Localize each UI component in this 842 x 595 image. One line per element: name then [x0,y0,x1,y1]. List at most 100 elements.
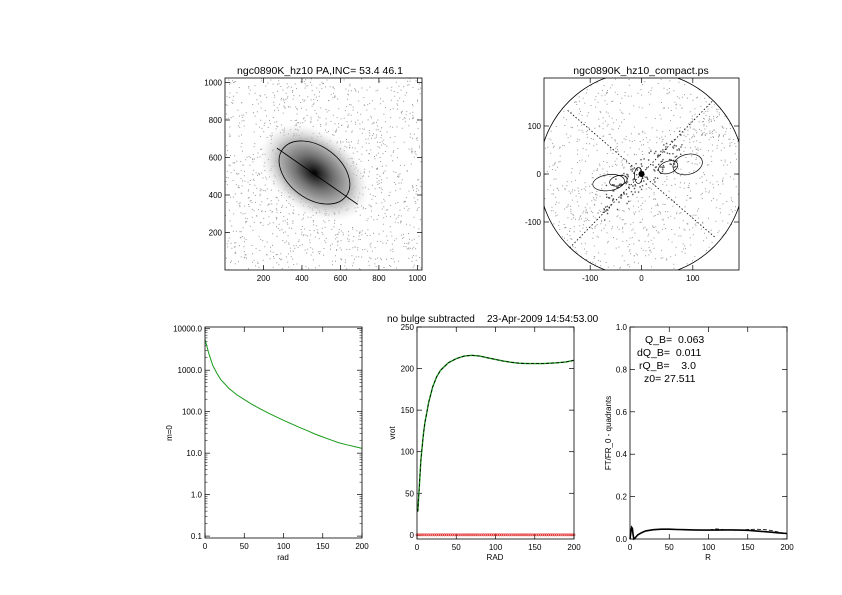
baseline-marker [570,533,574,537]
status-label: no bulge subtracted [387,314,475,325]
y-tick-label: 400 [209,191,223,200]
vrot-baseline-markers [415,533,576,537]
contour [609,175,628,187]
y-tick-label: 0 [410,531,415,540]
baseline-marker [549,533,552,537]
x-tick-label: 0 [203,542,208,551]
contour [672,153,703,176]
x-tick-label: 50 [240,542,249,551]
x-tick-label: 200 [257,274,271,283]
baseline-marker [452,533,456,537]
baseline-marker [543,533,547,537]
x-tick-label: 200 [780,543,794,552]
mode-xlabel: rad [277,553,289,562]
contour [658,160,679,175]
mode-ylabel: m=0 [165,425,174,441]
y-tick-label: 1000.0 [178,366,203,375]
x-tick-label: 100 [702,543,716,552]
y-tick-label: 200 [401,365,415,374]
baseline-marker [443,533,446,537]
compact-panel: ngc0890K_hz10_compact.ps -100 0 100 -100 0 10… [525,65,740,283]
y-tick-label: 0.0 [616,535,628,544]
baseline-marker [525,533,529,537]
baseline-marker [480,533,484,537]
image-ticks: 200 400 600 800 1000 200 400 600 800 1000 [204,78,427,283]
dotted-axis-major [567,110,716,238]
baseline-marker [478,533,482,537]
baseline-marker [429,533,433,537]
x-tick-label: 50 [665,543,674,552]
baseline-marker [521,533,525,537]
baseline-marker [554,533,558,537]
x-tick-label: 400 [295,274,309,283]
baseline-marker [444,533,448,537]
ftfr-ticks: 0 50 100 150 200 0.0 0.2 0.4 0.6 0.8 1.0 [616,323,794,552]
contour [592,174,625,192]
baseline-marker [492,533,495,537]
baseline-marker [472,533,476,537]
y-tick-label: 250 [401,323,415,332]
ftfr-annotation-dq: dQ_B= 0.011 [637,347,701,359]
ftfr-annotation-z0: z0= 27.511 [644,373,696,385]
x-tick-label: -100 [582,274,599,283]
vrot-frame [416,326,575,540]
baseline-marker [564,533,568,537]
y-tick-label: 0.8 [616,365,628,374]
baseline-marker [519,533,523,537]
y-tick-label: 0 [537,170,542,179]
baseline-marker [421,533,425,537]
major-axis-line [276,147,358,205]
x-tick-label: 150 [741,543,755,552]
baseline-marker [419,533,423,537]
image-title: ngc0890K_hz10 PA,INC= 53.4 46.1 [237,65,403,77]
mode-ticks: 0 50 100 150 200 0.1 1.0 10.0 100.0 1000.0 10000.0 [173,325,369,551]
x-tick-label: 200 [567,543,581,552]
baseline-marker [515,533,519,537]
baseline-marker [458,533,462,537]
baseline-marker [531,533,535,537]
baseline-marker [552,533,556,537]
vrot-panel: 0 50 100 150 200 0 50 100 150 200 250 RAD vrot [388,323,581,562]
baseline-marker [466,533,470,537]
x-tick-label: 100 [489,543,503,552]
baseline-marker [566,533,570,537]
baseline-marker [537,533,541,537]
vrot-ticks: 0 50 100 150 200 0 50 100 150 200 250 [401,323,582,552]
x-tick-label: 150 [528,543,542,552]
baseline-marker [450,533,454,537]
baseline-marker [423,533,427,537]
baseline-marker [468,533,472,537]
baseline-marker [474,533,478,537]
baseline-marker [484,533,488,537]
y-tick-label: 100 [401,448,415,457]
vrot-line-green [417,354,575,512]
baseline-marker [556,533,560,537]
y-tick-label: 10.0 [186,449,202,458]
baseline-marker [427,533,431,537]
compact-title: ngc0890K_hz10_compact.ps [573,65,708,77]
y-tick-label: 0.1 [191,532,203,541]
y-tick-label: 0.6 [616,408,628,417]
ftfr-panel: 0 50 100 150 200 0.0 0.2 0.4 0.6 0.8 1.0 Q_B= 0.06… [604,323,794,562]
baseline-marker [503,533,507,537]
y-tick-label: -100 [525,218,542,227]
baseline-marker [527,533,531,537]
baseline-marker [462,533,466,537]
ftfr-annotation-q: Q_B= 0.063 [645,334,704,346]
image-frame [224,77,423,271]
baseline-marker [509,533,513,537]
galaxy-glow [259,123,370,222]
x-tick-label: 50 [452,543,461,552]
x-tick-label: 150 [316,542,330,551]
compact-dotted-axes [567,99,716,249]
mode-panel: 0 50 100 150 200 0.1 1.0 10.0 100.0 1000.0 10000.0… [165,325,369,562]
baseline-marker [433,533,437,537]
baseline-marker [541,533,545,537]
baseline-marker [439,533,442,537]
y-tick-label: 600 [209,154,223,163]
y-tick-label: 10000.0 [173,325,202,334]
baseline-marker [456,533,460,537]
baseline-marker [560,533,564,537]
y-tick-label: 100 [528,122,542,131]
